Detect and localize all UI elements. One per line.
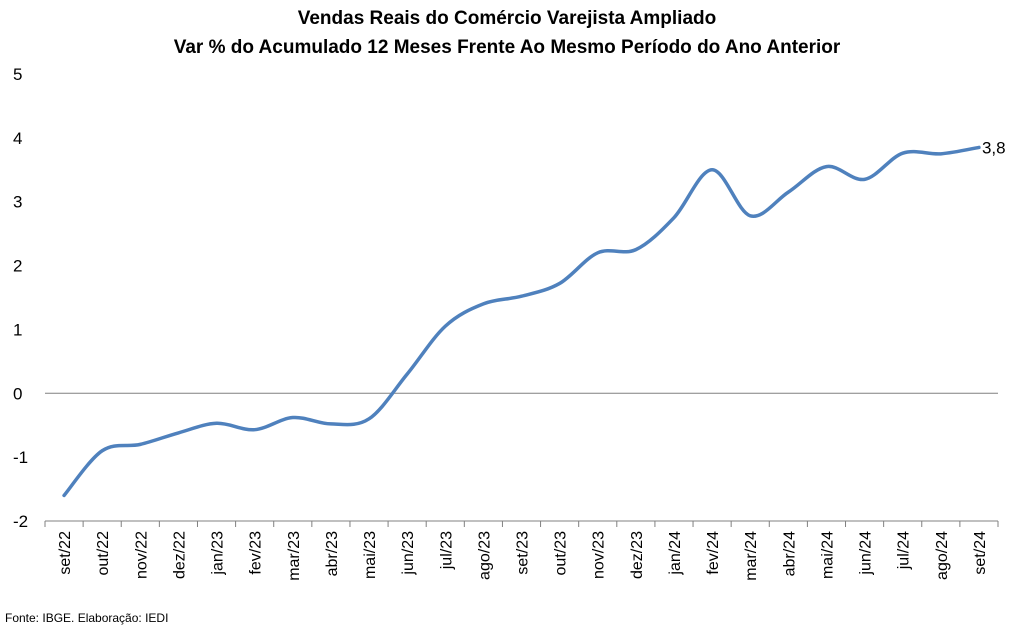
x-tick-label: dez/23 [629, 531, 646, 579]
x-tick-label: fev/24 [705, 531, 722, 575]
x-tick-label: fev/23 [248, 531, 265, 575]
x-tick-label: jan/24 [667, 531, 684, 576]
x-tick-label: out/23 [553, 531, 570, 576]
y-tick-label: 5 [13, 65, 22, 84]
x-tick-label: nov/22 [133, 531, 150, 579]
x-tick-label: mar/24 [743, 531, 760, 581]
x-tick-label: dez/22 [171, 531, 188, 579]
x-tick-label: jan/23 [210, 531, 227, 576]
x-tick-label: set/23 [515, 531, 532, 575]
chart-subtitle: Var % do Acumulado 12 Meses Frente Ao Me… [174, 37, 841, 58]
y-tick-label: -2 [13, 512, 28, 531]
source-note: Fonte: IBGE. Elaboração: IEDI [5, 611, 169, 625]
x-tick-label: abr/24 [781, 531, 798, 576]
y-tick-label: 2 [13, 257, 22, 276]
x-axis: set/22 out/22 nov/22 dez/22 jan/23 fev/23 mar/… [44, 520, 999, 581]
y-tick-label: 3 [13, 193, 22, 212]
y-axis-ticks: -2 -1 0 1 2 3 4 5 [13, 65, 28, 531]
x-tick-label: jul/24 [896, 531, 913, 570]
x-tick-label: jun/23 [400, 531, 417, 576]
x-tick-label: ago/24 [934, 531, 951, 580]
series-line [62, 145, 981, 498]
x-tick-label: ago/23 [476, 531, 493, 580]
x-tick-label: out/22 [95, 531, 112, 576]
x-tick-label: set/22 [57, 531, 74, 575]
x-tick-label: jun/24 [858, 531, 875, 576]
y-tick-label: -1 [13, 448, 28, 467]
x-tick-label: mai/23 [362, 531, 379, 579]
y-tick-label: 4 [13, 129, 22, 148]
x-tick-label: abr/23 [324, 531, 341, 576]
x-tick-label: nov/23 [591, 531, 608, 579]
x-tick-label: set/24 [972, 531, 989, 575]
y-tick-label: 0 [13, 384, 22, 403]
x-tick-label: mar/23 [286, 531, 303, 581]
x-tick-label: jul/23 [438, 531, 455, 570]
last-value-label: 3,8 [982, 138, 1006, 157]
y-tick-label: 1 [13, 320, 22, 339]
x-tick-label: mai/24 [819, 531, 836, 579]
chart-title: Vendas Reais do Comércio Varejista Ampli… [298, 8, 717, 29]
